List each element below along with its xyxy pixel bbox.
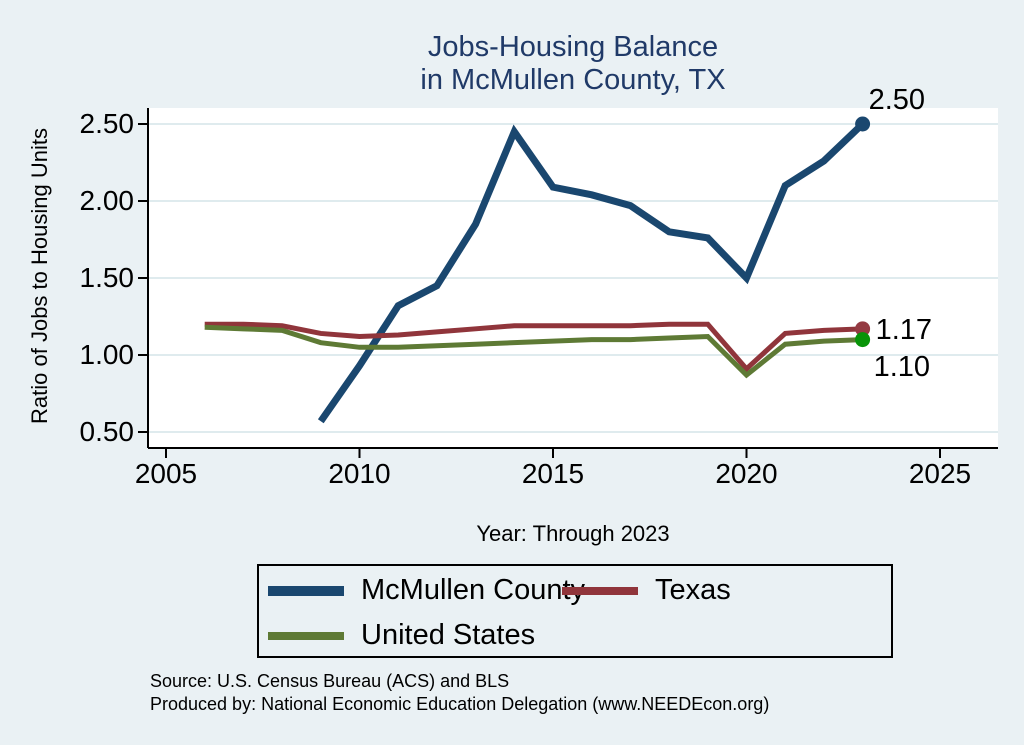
x-axis-title: Year: Through 2023 [476, 521, 670, 546]
footnotes: Source: U.S. Census Bureau (ACS) and BLS… [150, 670, 769, 716]
legend-swatch-united-states [268, 631, 344, 640]
x-tick-label: 2005 [134, 458, 198, 489]
y-tick-label: 1.50 [79, 262, 135, 293]
legend: McMullen County Texas United States [257, 564, 893, 658]
series-end-dot-texas [855, 321, 871, 337]
source-note: Source: U.S. Census Bureau (ACS) and BLS [150, 671, 510, 691]
end-value-label-mcmullen-county: 2.50 [868, 84, 926, 116]
chart-title-line2: in McMullen County, TX [420, 64, 726, 96]
end-value-label-texas: 1.17 [875, 313, 933, 346]
producer-note: Produced by: National Economic Education… [150, 694, 770, 714]
x-tick-label: 2025 [908, 458, 972, 489]
legend-label-mcmullen-county: McMullen County [361, 574, 586, 606]
y-tick-label: 2.50 [79, 108, 135, 139]
x-tick-label: 2020 [715, 458, 778, 489]
end-value-label-united-states: 1.10 [873, 350, 931, 383]
y-tick-label: 2.00 [79, 185, 135, 216]
chart-canvas [138, 108, 998, 458]
chart-title-line1: Jobs-Housing Balance [427, 31, 719, 63]
series-line-texas [204, 321, 863, 373]
series-line-united-states [204, 324, 863, 379]
series-end-dot-united-states [855, 332, 871, 348]
legend-swatch-mcmullen-county [268, 585, 344, 596]
chart-title: Jobs-Housing Balance in McMullen County,… [148, 31, 998, 97]
x-tick-label: 2015 [521, 458, 585, 489]
x-tick-label: 2010 [328, 458, 391, 489]
legend-swatch-texas [562, 586, 638, 595]
series-line-mcmullen-county [317, 121, 866, 424]
legend-label-texas: Texas [655, 574, 731, 606]
series-end-dot-mcmullen-county [855, 116, 871, 132]
y-tick-label: 1.00 [79, 339, 135, 370]
legend-label-united-states: United States [361, 619, 536, 651]
y-tick-label: 0.50 [79, 416, 135, 447]
